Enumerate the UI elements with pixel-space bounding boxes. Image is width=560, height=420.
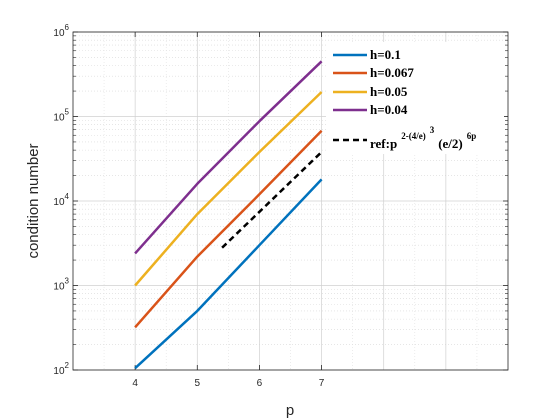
y-tick-base: 10 bbox=[53, 366, 65, 377]
y-tick-exponent: 3 bbox=[65, 277, 70, 286]
legend: h=0.1 h=0.067 h=0.05 h=0.04 ref:p 2-(4/e… bbox=[326, 42, 504, 154]
y-tick-exponent: 4 bbox=[65, 192, 70, 201]
legend-label-h0067: h=0.067 bbox=[370, 65, 414, 80]
series-line-0 bbox=[134, 178, 323, 370]
legend-ref-prefix: ref:p bbox=[370, 136, 397, 151]
legend-ref-sup3: 6p bbox=[467, 131, 477, 141]
series-line-2 bbox=[134, 91, 323, 287]
legend-ref-sup2: 3 bbox=[430, 125, 435, 135]
legend-ref-sup1: 2-(4/e) bbox=[401, 131, 426, 141]
series-lines bbox=[134, 60, 323, 370]
y-tick-exponent: 2 bbox=[65, 361, 70, 370]
legend-item-ref: ref:p 2-(4/e) 3 (e/2) 6p bbox=[333, 120, 476, 152]
legend-box bbox=[326, 42, 504, 154]
legend-label-ref: ref:p 2-(4/e) 3 (e/2) 6p bbox=[370, 120, 476, 152]
legend-item-h01: h=0.1 bbox=[333, 47, 401, 62]
x-tick-label: 4 bbox=[132, 378, 138, 389]
y-tick-label: 104 bbox=[53, 192, 69, 208]
y-tick-base: 10 bbox=[53, 197, 65, 208]
series-line-3 bbox=[134, 60, 323, 255]
x-axis-label: p bbox=[286, 402, 294, 419]
x-tick-label: 5 bbox=[195, 378, 201, 389]
series-line-4 bbox=[221, 151, 323, 249]
legend-item-h005: h=0.05 bbox=[333, 84, 408, 99]
x-tick-label: 6 bbox=[257, 378, 263, 389]
legend-label-h004: h=0.04 bbox=[370, 102, 408, 117]
y-tick-label: 103 bbox=[53, 277, 69, 293]
legend-item-h0067: h=0.067 bbox=[333, 65, 414, 80]
series-line-1 bbox=[134, 129, 323, 329]
y-tick-base: 10 bbox=[53, 282, 65, 293]
y-axis-label: condition number bbox=[25, 143, 42, 258]
legend-label-h005: h=0.05 bbox=[370, 84, 408, 99]
legend-label-h01: h=0.1 bbox=[370, 47, 401, 62]
y-tick-label: 105 bbox=[53, 108, 69, 124]
y-tick-base: 10 bbox=[53, 113, 65, 124]
y-tick-exponent: 5 bbox=[65, 108, 70, 117]
y-tick-base: 10 bbox=[53, 28, 65, 39]
legend-ref-mid: (e/2) bbox=[438, 136, 463, 151]
legend-item-h004: h=0.04 bbox=[333, 102, 408, 117]
y-tick-label: 102 bbox=[53, 361, 69, 377]
x-tick-label: 7 bbox=[319, 378, 325, 389]
y-tick-label: 106 bbox=[53, 23, 69, 39]
y-tick-exponent: 6 bbox=[65, 23, 70, 32]
